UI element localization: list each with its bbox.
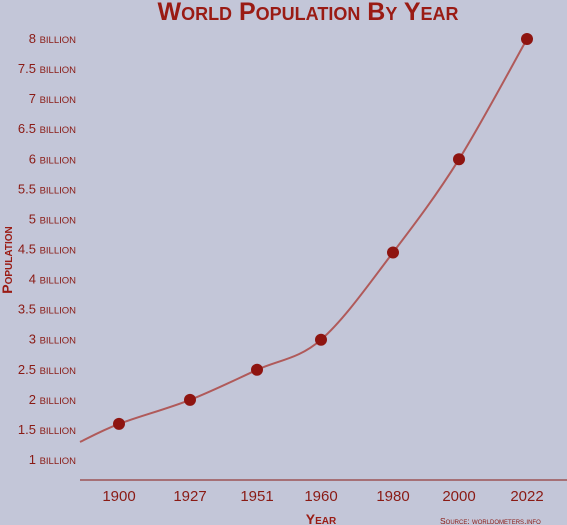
y-tick-number: 6 — [29, 151, 40, 166]
data-point — [521, 33, 533, 45]
y-tick-label: 7 BILLION — [29, 91, 76, 106]
y-tick-unit: BILLION — [40, 246, 77, 257]
y-tick-unit: BILLION — [40, 366, 77, 377]
y-tick-number: 4 — [29, 272, 40, 287]
chart-title: World Population By Year — [157, 0, 458, 26]
data-point — [251, 363, 263, 376]
data-point — [315, 333, 327, 346]
y-tick-unit: BILLION — [40, 426, 77, 437]
population-series-line — [79, 38, 528, 443]
y-tick-number: 4.5 — [18, 242, 40, 257]
x-tick-label: 1927 — [173, 488, 206, 505]
y-tick-number: 3 — [29, 332, 40, 347]
source-note: Source: worldometers.info — [440, 516, 541, 525]
x-tick-label: 1900 — [102, 488, 135, 505]
y-tick-unit: BILLION — [40, 35, 77, 46]
data-point — [184, 393, 196, 406]
y-tick-unit: BILLION — [40, 65, 77, 76]
x-tick-label: 2022 — [510, 488, 543, 505]
y-tick-label: 8 BILLION — [29, 31, 76, 46]
y-tick-label: 2.5 BILLION — [18, 362, 76, 377]
data-markers — [113, 33, 533, 430]
data-point — [453, 153, 465, 166]
x-tick-label: 1951 — [240, 488, 273, 505]
y-tick-label: 3.5 BILLION — [18, 302, 76, 317]
y-tick-label: 1 BILLION — [29, 452, 76, 467]
y-tick-unit: BILLION — [40, 215, 77, 226]
y-tick-number: 6.5 — [18, 121, 40, 136]
data-point — [387, 246, 399, 259]
y-tick-unit: BILLION — [40, 185, 77, 196]
x-tick-label: 1980 — [376, 488, 409, 505]
y-tick-unit: BILLION — [40, 396, 77, 407]
y-tick-unit: BILLION — [40, 95, 77, 106]
y-tick-label: 4.5 BILLION — [18, 242, 76, 257]
y-tick-number: 7.5 — [18, 61, 40, 76]
y-tick-label: 7.5 BILLION — [18, 61, 76, 76]
y-tick-label: 6.5 BILLION — [18, 121, 76, 136]
y-tick-unit: BILLION — [40, 336, 77, 347]
x-tick-label: 1960 — [304, 488, 337, 505]
y-tick-unit: BILLION — [40, 306, 77, 317]
y-tick-number: 7 — [29, 91, 40, 106]
data-point — [113, 417, 125, 430]
y-tick-number: 1.5 — [18, 422, 40, 437]
y-tick-label: 2 BILLION — [29, 392, 76, 407]
y-tick-unit: BILLION — [40, 155, 77, 166]
y-tick-label: 1.5 BILLION — [18, 422, 76, 437]
y-tick-number: 8 — [29, 31, 40, 46]
y-tick-label: 4 BILLION — [29, 272, 76, 287]
y-tick-unit: BILLION — [40, 456, 77, 467]
y-tick-number: 1 — [29, 452, 40, 467]
y-tick-number: 3.5 — [18, 302, 40, 317]
y-tick-unit: BILLION — [40, 276, 77, 287]
y-tick-label: 5 BILLION — [29, 211, 76, 226]
y-tick-unit: BILLION — [40, 125, 77, 136]
y-tick-label: 5.5 BILLION — [18, 181, 76, 196]
y-tick-number: 5 — [29, 211, 40, 226]
x-tick-label: 2000 — [442, 488, 475, 505]
y-axis-label: Population — [0, 226, 15, 293]
y-tick-number: 2 — [29, 392, 40, 407]
x-axis-ticks: 1900 1927 1951 1960 1980 2000 2022 — [102, 488, 543, 505]
y-tick-label: 3 BILLION — [29, 332, 76, 347]
y-tick-label: 6 BILLION — [29, 151, 76, 166]
x-axis-label: Year — [306, 511, 337, 525]
y-tick-number: 5.5 — [18, 181, 40, 196]
y-tick-number: 2.5 — [18, 362, 40, 377]
